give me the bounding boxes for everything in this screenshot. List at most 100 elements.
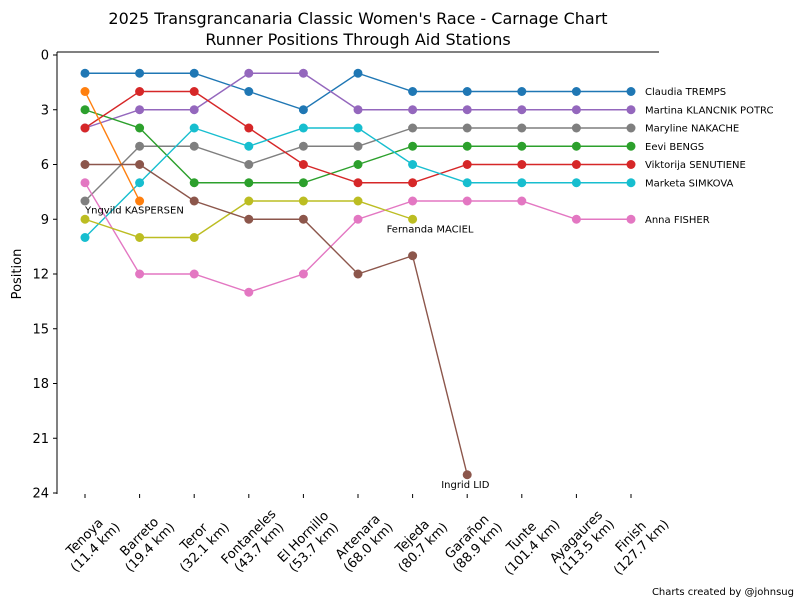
data-point	[135, 269, 145, 279]
series-claudia-tremps: Claudia TREMPS	[80, 68, 726, 115]
data-point	[462, 470, 472, 480]
series-label: Claudia TREMPS	[645, 87, 726, 98]
data-point	[80, 87, 90, 96]
data-point	[408, 178, 418, 188]
data-point	[189, 105, 199, 115]
data-point	[189, 178, 199, 188]
series-label: Viktorija SENUTIENE	[645, 160, 746, 171]
y-axis-label: Position	[10, 249, 25, 300]
data-point	[135, 178, 145, 188]
data-point	[517, 141, 527, 151]
chart-subtitle: Runner Positions Through Aid Stations	[205, 30, 510, 49]
data-point	[517, 178, 527, 188]
data-point	[135, 123, 145, 133]
series-fernanda-maciel: Fernanda MACIEL	[80, 196, 474, 242]
data-point	[80, 68, 90, 78]
data-point	[626, 123, 636, 133]
data-point	[517, 160, 527, 169]
data-point	[244, 214, 254, 224]
series-line	[85, 163, 468, 475]
data-point	[80, 178, 90, 188]
x-tick-label: Artenara(68.0 km)	[330, 509, 396, 575]
data-point	[353, 196, 363, 206]
y-tick-label: 24	[32, 487, 49, 502]
data-point	[408, 141, 418, 151]
x-tick-label: Tunte(101.4 km)	[491, 507, 563, 579]
data-point	[626, 214, 636, 224]
data-point	[353, 141, 363, 151]
data-point	[462, 123, 472, 133]
data-point	[462, 178, 472, 188]
data-point	[571, 141, 581, 151]
data-point	[462, 105, 472, 115]
x-ticks: Tenoya(11.4 km)Barreto(19.4 km) Teror(32.…	[57, 494, 673, 579]
data-point	[244, 196, 254, 206]
series-label: Yngvild KASPERSEN	[84, 206, 184, 217]
y-ticks: 0 3 6 9 12 15 18 21 24	[32, 49, 57, 502]
data-point	[626, 141, 636, 151]
chart-title: 2025 Transgrancanaria Classic Women's Ra…	[108, 9, 607, 28]
y-tick-label: 3	[41, 103, 49, 118]
data-point	[244, 178, 254, 188]
data-point	[298, 196, 308, 206]
data-point	[189, 68, 199, 78]
data-point	[408, 196, 418, 206]
y-tick-label: 9	[41, 213, 49, 228]
data-point	[244, 87, 254, 96]
data-point	[517, 105, 527, 115]
data-point	[626, 87, 636, 96]
data-point	[571, 160, 581, 169]
data-point	[80, 214, 90, 224]
data-point	[244, 68, 254, 78]
data-point	[189, 233, 199, 242]
data-point	[626, 105, 636, 115]
data-point	[189, 269, 199, 279]
data-point	[408, 123, 418, 133]
data-point	[135, 105, 145, 115]
y-tick-label: 21	[32, 432, 49, 447]
data-point	[462, 141, 472, 151]
series-label: Anna FISHER	[645, 215, 710, 226]
data-point	[135, 87, 145, 96]
y-tick-label: 18	[32, 377, 49, 392]
data-point	[189, 87, 199, 96]
data-point	[571, 178, 581, 188]
data-point	[408, 251, 418, 261]
x-tick-label: Tenoya(11.4 km)	[57, 509, 123, 575]
data-point	[462, 87, 472, 96]
x-tick-label: El Hornillo(53.7 km)	[275, 509, 343, 577]
data-point	[244, 160, 254, 169]
data-point	[80, 160, 90, 169]
data-point	[517, 196, 527, 206]
data-point	[189, 141, 199, 151]
data-point	[189, 123, 199, 133]
x-tick-label: Garañon(88.9 km)	[440, 509, 506, 575]
series-label: Marketa SIMKOVA	[645, 178, 734, 189]
data-point	[298, 141, 308, 151]
x-tick-label: Teror(32.1 km)	[167, 509, 233, 575]
data-point	[462, 196, 472, 206]
data-point	[462, 160, 472, 169]
data-point	[80, 233, 90, 242]
data-point	[353, 105, 363, 115]
series-ingrid-lid: Ingrid LID	[80, 160, 490, 491]
data-point	[244, 123, 254, 133]
series-eevi-bengs: Eevi BENGS	[80, 105, 704, 188]
data-point	[80, 105, 90, 115]
x-tick-label: Ayagaures(113.5 km)	[546, 507, 618, 579]
series-label: Maryline NAKACHE	[645, 124, 739, 135]
data-point	[244, 287, 254, 297]
x-tick-label: Finish(127.7 km)	[601, 507, 673, 579]
data-point	[298, 105, 308, 115]
data-point	[571, 87, 581, 96]
series-yngvild-kaspersen: Yngvild KASPERSEN	[80, 87, 184, 217]
data-point	[189, 196, 199, 206]
data-point	[353, 178, 363, 188]
series-label: Fernanda MACIEL	[387, 224, 474, 235]
data-point	[135, 68, 145, 78]
series-layer: Claudia TREMPS Martina KLANCNIK POTRC Mary…	[80, 68, 773, 491]
series-line	[84, 72, 631, 129]
data-point	[298, 68, 308, 78]
x-tick-label: Fontaneles(43.7 km)	[219, 507, 291, 579]
